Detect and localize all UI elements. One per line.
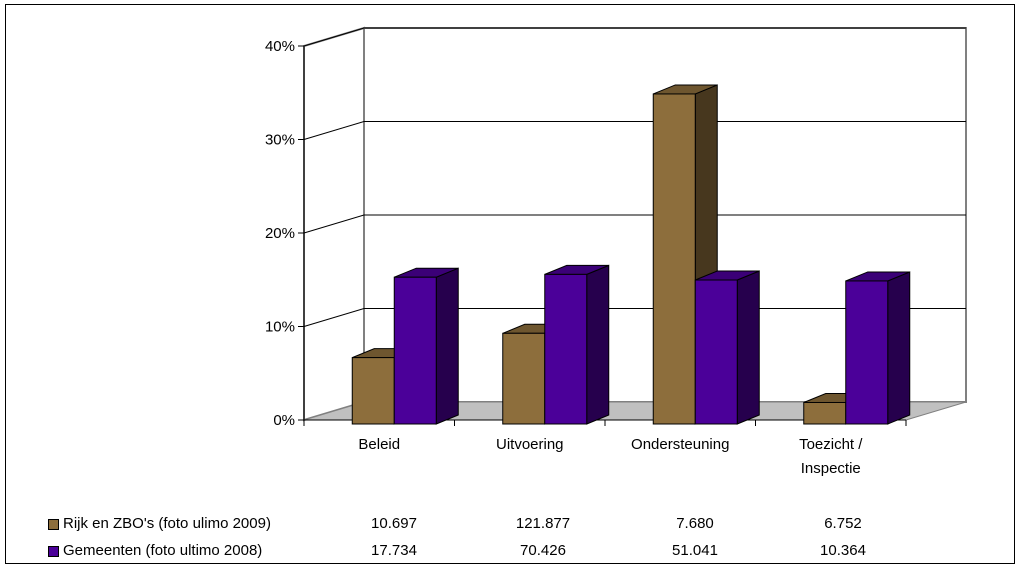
- table-row-gemeenten: Gemeenten (foto ultimo 2008) 17.734 70.4…: [48, 542, 948, 569]
- x-tick-label: Ondersteuning: [631, 436, 729, 453]
- y-tick-label: 20%: [265, 225, 295, 242]
- y-tick-label: 0%: [273, 412, 295, 429]
- bar: [694, 279, 738, 425]
- bar: [351, 357, 395, 425]
- bar: [803, 401, 847, 425]
- legend-swatch-gemeenten: [48, 546, 59, 557]
- bar-side: [435, 267, 459, 425]
- bar-side: [586, 264, 610, 425]
- gridline: [303, 308, 966, 327]
- data-table: Rijk en ZBO's (foto ulimo 2009) 10.697 1…: [48, 515, 948, 569]
- table-cell-rijk-uitvoering: 121.877: [515, 515, 571, 532]
- bar: [393, 276, 437, 425]
- chart-frame: 0% 10% 20% 30% 40% Beleid Uitvoering Ondersteun…: [5, 4, 1015, 564]
- bar: [544, 273, 588, 425]
- table-cell-gemeenten-beleid: 17.734: [371, 542, 417, 559]
- table-row-rijk: Rijk en ZBO's (foto ulimo 2009) 10.697 1…: [48, 515, 948, 542]
- legend-label-rijk: Rijk en ZBO's (foto ulimo 2009): [63, 515, 271, 532]
- legend-swatch-rijk: [48, 519, 59, 530]
- bar-chart-3d: 0% 10% 20% 30% 40% Beleid Uitvoering Ondersteun…: [265, 26, 967, 477]
- y-tick-label: 40%: [265, 38, 295, 55]
- x-tick-label: Inspectie: [801, 460, 861, 477]
- y-tick-label: 30%: [265, 132, 295, 149]
- bar: [502, 332, 546, 425]
- bar-side: [887, 271, 911, 425]
- table-cell-gemeenten-uitvoering: 70.426: [520, 542, 566, 559]
- bar-side: [736, 270, 760, 425]
- table-cell-rijk-beleid: 10.697: [371, 515, 417, 532]
- y-tick-label: 10%: [265, 319, 295, 336]
- table-cell-rijk-toezicht: 6.752: [824, 515, 862, 532]
- table-cell-gemeenten-toezicht: 10.364: [820, 542, 866, 559]
- bar: [845, 280, 889, 425]
- x-tick-label: Uitvoering: [496, 436, 564, 453]
- gridline: [303, 214, 966, 234]
- x-tick-label: Toezicht /: [799, 436, 863, 453]
- table-cell-gemeenten-ondersteuning: 51.041: [672, 542, 718, 559]
- legend-label-gemeenten: Gemeenten (foto ultimo 2008): [63, 542, 263, 559]
- gridline: [303, 121, 966, 140]
- x-tick-label: Beleid: [358, 436, 400, 453]
- table-cell-rijk-ondersteuning: 7.680: [676, 515, 714, 532]
- gridline: [303, 27, 966, 47]
- bar: [652, 93, 696, 425]
